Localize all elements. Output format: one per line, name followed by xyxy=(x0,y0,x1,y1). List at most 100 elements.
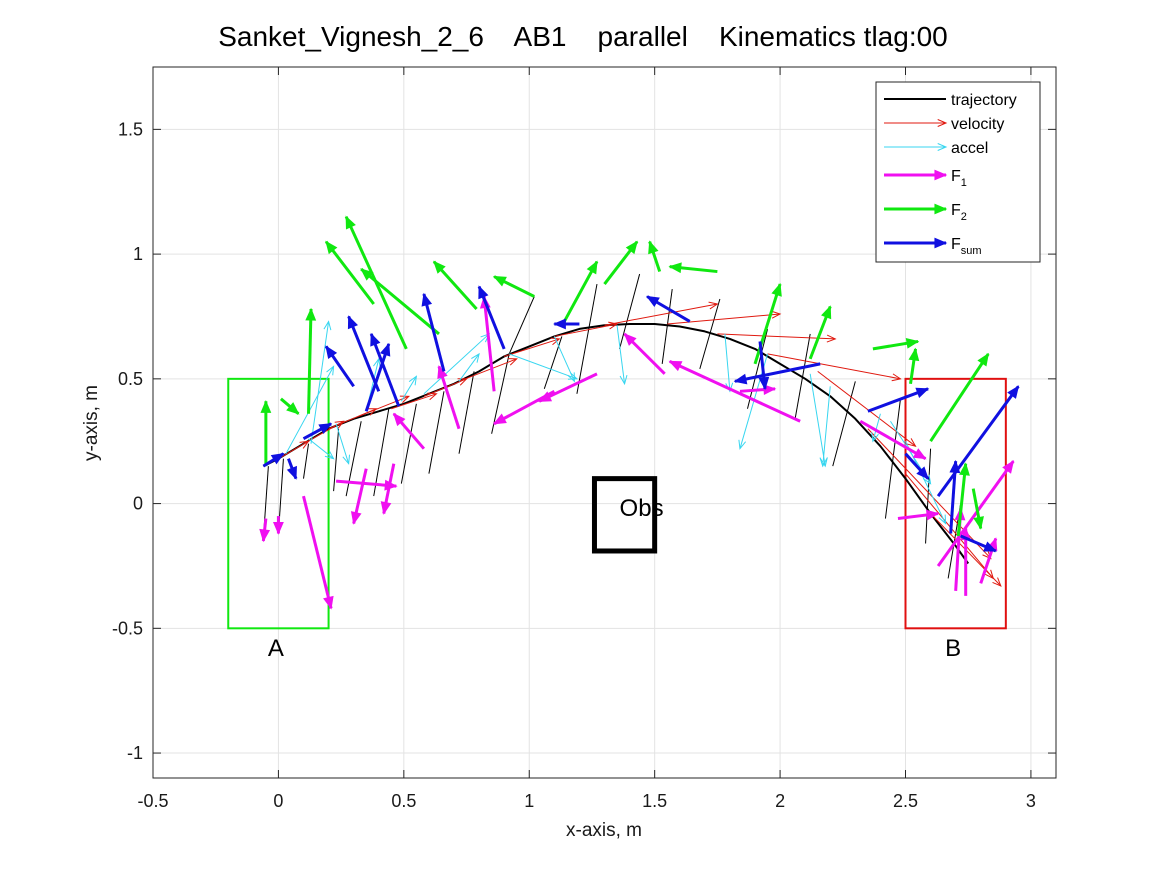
accel-arrow xyxy=(724,333,734,393)
velocity-arrow xyxy=(554,321,619,337)
legend-label-fsum: Fsum xyxy=(951,236,982,257)
f1-arrow xyxy=(739,384,777,396)
fsum-arrow xyxy=(936,385,1020,497)
y-tick-label: -0.5 xyxy=(112,618,143,638)
f1-arrow xyxy=(859,419,927,460)
fsum-arrow xyxy=(758,341,770,391)
accel-arrow xyxy=(310,320,332,444)
velocity-arrow xyxy=(667,310,782,325)
fsum-arrow xyxy=(477,285,506,350)
accel-arrow xyxy=(458,352,480,382)
region-a-box xyxy=(227,377,330,630)
y-tick-label: -1 xyxy=(127,743,143,763)
f1-arrow xyxy=(272,516,284,535)
f1-arrow xyxy=(392,412,426,450)
f2-arrow xyxy=(603,240,639,285)
step-line xyxy=(428,391,445,474)
y-axis-label: y-axis, m xyxy=(81,385,102,461)
obstacle-box xyxy=(591,476,658,554)
fsum-arrow xyxy=(347,315,381,392)
f2-arrow xyxy=(432,260,478,310)
fsum-arrow xyxy=(960,534,997,553)
legend-label-f2: F2 xyxy=(951,202,967,223)
y-tick-label: 1 xyxy=(133,244,143,264)
f2-arrow xyxy=(648,240,662,273)
f2-arrow xyxy=(929,352,990,443)
accel-arrow xyxy=(553,336,575,383)
step-line xyxy=(373,408,390,497)
f2-arrow xyxy=(324,240,375,305)
step-line xyxy=(746,328,769,409)
x-tick-label: 3 xyxy=(1026,791,1036,811)
step-line xyxy=(458,371,475,454)
f1-arrow xyxy=(302,495,334,610)
f1-arrow xyxy=(437,365,461,430)
legend-label-trajectory: trajectory xyxy=(951,92,1017,109)
f2-arrow xyxy=(563,260,599,323)
f1-arrow xyxy=(350,468,368,525)
step-line xyxy=(400,403,417,484)
f1-arrow xyxy=(259,518,271,543)
fsum-arrow xyxy=(904,452,930,480)
f2-arrow xyxy=(668,262,718,274)
legend-swatch-f1 xyxy=(884,169,948,181)
step-line xyxy=(576,283,598,394)
fsum-arrow xyxy=(733,362,821,385)
legend-box xyxy=(875,81,1041,263)
accel-arrow xyxy=(400,375,418,402)
velocity-arrow xyxy=(458,358,518,382)
axis-ticks: -0.5 0 0.5 1 1.5 2 2.5 3 -1 -0.5 0 0.5 1 1.5 xyxy=(112,67,1056,811)
y-tick-label: 0.5 xyxy=(118,369,143,389)
vector-arrows xyxy=(259,215,1020,610)
obstacle-label: Obs xyxy=(620,495,664,522)
step-line xyxy=(303,443,310,479)
chart-title: Sanket_Vignesh_2_6 AB1 parallel Kinemati… xyxy=(218,21,948,52)
region-b-label: B xyxy=(945,635,961,662)
f1-arrow xyxy=(380,463,396,515)
f2-arrow xyxy=(260,400,272,467)
x-tick-label: 0.5 xyxy=(391,791,416,811)
accel-arrow xyxy=(509,353,579,380)
accel-arrow xyxy=(616,325,628,386)
legend: trajectory velocity accel F1 F2 Fsum xyxy=(875,81,1041,263)
accel-arrow xyxy=(809,373,828,468)
legend-swatch-f2 xyxy=(884,203,948,215)
f2-arrow xyxy=(908,347,920,385)
region-a-label: A xyxy=(268,635,284,662)
fsum-arrow xyxy=(364,342,391,412)
velocity-arrow xyxy=(358,395,411,417)
fsum-arrow xyxy=(646,295,691,323)
step-line xyxy=(491,353,510,434)
trajectory-line xyxy=(262,323,970,565)
step-line xyxy=(661,288,673,364)
plot-frame xyxy=(152,66,1057,779)
f2-arrow xyxy=(872,337,920,351)
step-line xyxy=(543,336,563,389)
f1-arrow xyxy=(538,372,598,403)
f2-arrow xyxy=(971,488,984,530)
step-line xyxy=(925,448,932,544)
f1-arrow xyxy=(623,332,666,375)
accel-arrow xyxy=(871,413,881,443)
fsum-arrow xyxy=(262,452,285,468)
x-tick-label: -0.5 xyxy=(137,791,168,811)
step-line xyxy=(832,381,856,467)
x-tick-label: 2 xyxy=(775,791,785,811)
velocity-arrow xyxy=(717,333,837,343)
f2-arrow xyxy=(279,397,300,415)
accel-arrow xyxy=(308,438,335,460)
x-tick-label: 0 xyxy=(273,791,283,811)
fsum-arrow xyxy=(867,387,930,413)
fsum-arrow xyxy=(553,318,580,330)
fsum-arrow xyxy=(324,345,355,388)
velocity-arrow xyxy=(767,353,902,382)
fsum-arrow xyxy=(949,459,961,534)
f2-arrow xyxy=(360,267,440,336)
f2-arrow xyxy=(808,305,832,360)
accel-arrow xyxy=(905,440,947,525)
f1-arrow xyxy=(668,360,801,423)
region-b-box xyxy=(904,377,1007,630)
legend-swatch-fsum xyxy=(884,237,948,249)
trajectory-layer xyxy=(262,323,970,565)
